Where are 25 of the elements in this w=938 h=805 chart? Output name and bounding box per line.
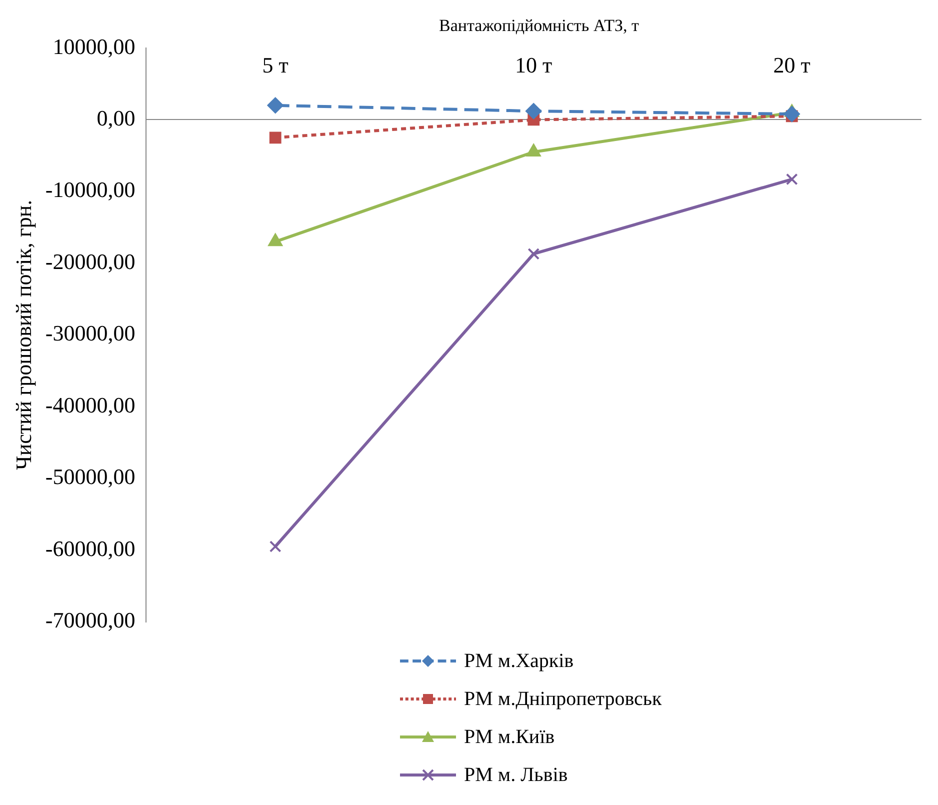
y-tick-label: -20000,00	[45, 248, 136, 274]
y-axis-title: Чистий грошовий потік, грн.	[10, 200, 36, 470]
y-tick-label: -50000,00	[45, 464, 136, 490]
y-tick-label: -10000,00	[45, 177, 136, 202]
x-tick-label: 20 т	[773, 52, 811, 78]
y-tick-label: -40000,00	[45, 392, 136, 418]
y-tick-label: -70000,00	[45, 608, 136, 633]
point	[269, 132, 282, 144]
legend-label: РМ м.Київ	[464, 726, 555, 748]
point	[528, 248, 540, 260]
point	[526, 103, 542, 120]
y-tick-label: 10000,00	[52, 34, 136, 59]
point	[269, 540, 282, 552]
point	[786, 173, 798, 186]
y-tick-label: -30000,00	[45, 320, 136, 346]
point	[784, 106, 800, 122]
x-tick-label: 5 т	[262, 52, 289, 78]
legend-label: РМ м. Львів	[464, 764, 568, 786]
legend-label: РМ м.Дніпропетровськ	[464, 688, 662, 710]
x-axis-title: Вантажопідйомність АТЗ, т	[439, 16, 639, 35]
x-tick-label: 10 т	[515, 52, 553, 78]
y-tick-label: -60000,00	[45, 536, 136, 561]
legend-label: РМ м.Харків	[464, 650, 574, 672]
point	[267, 97, 284, 114]
y-tick-label: 0,00	[96, 106, 136, 131]
